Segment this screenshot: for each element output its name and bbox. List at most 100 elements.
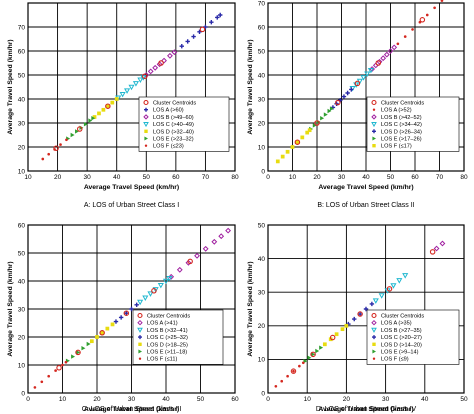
data-point xyxy=(335,99,341,106)
data-point xyxy=(344,323,349,328)
data-point xyxy=(322,342,327,347)
data-point xyxy=(166,275,173,282)
data-point xyxy=(105,104,110,109)
data-point xyxy=(387,48,394,54)
data-point xyxy=(209,20,214,25)
legend-entry: LOS A (>41) xyxy=(147,321,178,327)
data-point xyxy=(71,354,76,359)
legend-entry: Cluster Centroids xyxy=(381,101,424,107)
x-tick-label: 10 xyxy=(289,174,297,181)
legend-entry: LOS B (>49–60) xyxy=(153,115,194,121)
data-point xyxy=(137,299,144,306)
data-point xyxy=(329,334,336,341)
x-axis-label: Average Travel Speed (km/hr) xyxy=(84,184,179,191)
data-point xyxy=(81,346,86,351)
data-point xyxy=(113,319,119,324)
legend-marker xyxy=(144,136,148,141)
data-point xyxy=(124,88,131,94)
data-point xyxy=(396,42,400,46)
y-tick-label: 50 xyxy=(18,250,26,257)
data-point xyxy=(197,29,202,34)
data-point xyxy=(185,259,192,266)
data-point xyxy=(286,374,289,378)
legend-marker xyxy=(372,144,376,148)
data-point xyxy=(307,128,312,133)
x-tick-label: 0 xyxy=(26,396,30,403)
data-point xyxy=(167,52,173,59)
data-point xyxy=(70,132,75,138)
data-point xyxy=(95,335,99,339)
data-point xyxy=(75,349,81,356)
data-point xyxy=(433,6,436,10)
y-axis-label: Average Travel Speed (km/hr) xyxy=(247,261,254,356)
data-point xyxy=(124,311,129,316)
data-point xyxy=(158,60,164,66)
data-point xyxy=(119,91,126,98)
data-point xyxy=(152,287,159,293)
data-point xyxy=(185,39,190,44)
data-point xyxy=(439,240,446,247)
x-tick-label: 20 xyxy=(54,174,62,181)
x-tick-label: 40 xyxy=(162,396,170,403)
legend-marker xyxy=(144,107,148,112)
legend-entry: LOS F (≤23) xyxy=(153,144,184,150)
x-tick-label: 10 xyxy=(24,174,32,181)
data-point xyxy=(129,306,134,312)
data-point xyxy=(383,51,390,58)
data-point xyxy=(53,145,59,151)
legend-entry: LOS B (>42–52) xyxy=(381,115,422,121)
legend-marker xyxy=(372,335,376,340)
y-tick-label: 20 xyxy=(258,120,266,127)
y-tick-label: 60 xyxy=(18,48,26,55)
data-point xyxy=(369,301,375,307)
legend-marker xyxy=(371,122,377,128)
data-point xyxy=(327,108,332,114)
chart-c: 0 10 20 30 40 50 60 0 10 20 30 40 50 60 Average Travel… xyxy=(7,222,239,413)
x-tick-label: 10 xyxy=(59,396,67,403)
data-point xyxy=(419,17,426,23)
y-tick-label: 30 xyxy=(18,120,26,127)
data-point xyxy=(142,73,148,79)
legend-entry: LOS E (>23–32) xyxy=(153,137,194,143)
y-tick-label: 70 xyxy=(18,24,26,31)
legend-box xyxy=(366,96,460,152)
data-point xyxy=(290,368,297,374)
y-tick-label: 0 xyxy=(261,390,265,397)
legend-entry: LOS E (>11–18) xyxy=(147,350,187,356)
data-point xyxy=(433,245,440,252)
chart-b: 0 10 20 30 40 50 60 70 80 0 10 20 30 40 50 60 70 Average … xyxy=(247,0,468,209)
data-point xyxy=(329,106,334,111)
x-tick-label: 60 xyxy=(172,174,180,181)
data-point xyxy=(118,315,124,320)
data-point xyxy=(194,252,200,259)
data-point xyxy=(54,369,57,372)
legend-entry: LOS B (>32–41) xyxy=(147,328,188,334)
data-point xyxy=(386,286,393,292)
legend-entry: LOS D (>26–34) xyxy=(381,129,422,135)
x-axis-label: Average Travel Speed (km/hr) xyxy=(84,406,179,413)
data-point xyxy=(301,361,305,365)
chart-caption: B: LOS of Urban Street Class II xyxy=(317,202,414,209)
data-point xyxy=(275,159,280,164)
data-point xyxy=(100,330,105,335)
legend-marker xyxy=(144,144,148,147)
y-tick-label: 40 xyxy=(258,72,266,79)
data-point xyxy=(218,12,223,18)
legend-marker xyxy=(371,312,377,319)
data-point xyxy=(360,75,367,81)
legend-marker xyxy=(372,129,376,134)
data-point xyxy=(396,278,403,284)
y-tick-label: 30 xyxy=(258,290,266,297)
data-point xyxy=(114,97,119,101)
data-point xyxy=(312,123,317,128)
data-point xyxy=(152,64,159,71)
chart-caption: D: LOS of Urban Street Class IV xyxy=(316,406,417,413)
data-point xyxy=(191,34,196,39)
data-point xyxy=(56,365,62,371)
data-point xyxy=(334,332,339,337)
data-point xyxy=(429,249,436,255)
legend-entry: LOS E (>9–14) xyxy=(381,350,419,356)
x-tick-label: 10 xyxy=(304,396,312,403)
data-point xyxy=(140,75,147,81)
x-tick-label: 60 xyxy=(231,396,239,403)
